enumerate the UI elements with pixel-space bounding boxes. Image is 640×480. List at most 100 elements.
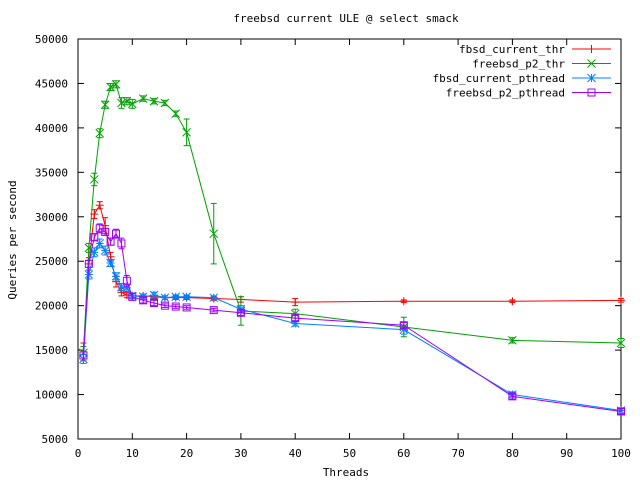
x-tick: 70 [451,39,465,460]
x-tick: 40 [289,39,302,460]
error-bar [237,309,244,316]
data-point [149,96,159,106]
data-point [122,291,131,299]
data-point [508,335,517,345]
data-point [117,239,126,248]
data-point [89,175,99,184]
x-tick-label: 60 [397,447,410,460]
data-point [100,100,110,110]
x-tick: 10 [126,39,139,460]
x-tick-label: 50 [343,447,356,460]
data-point [617,296,625,305]
y-tick: 20000 [35,300,621,313]
x-tick-label: 20 [180,447,193,460]
error-bar [210,307,217,313]
error-bar [183,305,190,310]
y-tick-label: 40000 [35,122,68,135]
data-point [101,227,110,236]
data-point [171,292,181,302]
series-freebsd_p2_pthread [79,223,625,416]
data-point [291,314,300,323]
data-point [95,128,105,138]
y-tick: 25000 [35,255,621,268]
data-point [291,298,300,307]
data-point [139,296,148,305]
x-tick: 80 [506,39,519,460]
y-tick-label: 50000 [35,33,68,46]
data-point [209,293,219,303]
data-point [160,98,170,108]
legend-item: freebsd_p2_thr [472,58,611,71]
error-bar [509,393,516,400]
data-point [112,229,121,238]
y-axis-label: Queries per second [6,180,19,299]
data-point [399,321,408,330]
error-bar [113,228,120,239]
data-point [182,127,191,137]
error-bar [151,299,158,307]
data-point [160,301,169,310]
data-point [100,246,110,255]
x-tick: 20 [180,39,193,460]
data-point [122,96,132,106]
data-point [106,82,115,92]
data-point [138,94,148,103]
legend-item: fbsd_current_pthread [433,72,611,85]
x-tick: 30 [234,39,248,460]
chart-title: freebsd current ULE @ select smack [233,12,459,25]
data-point [182,292,191,302]
legend-marker [587,45,596,53]
data-point [95,201,104,210]
y-tick-label: 35000 [35,166,68,179]
x-tick: 0 [75,39,82,460]
y-tick-label: 45000 [35,77,68,90]
data-point [171,109,181,119]
data-point [171,302,180,311]
data-point [209,306,218,315]
error-bar [161,303,168,308]
data-point [117,98,126,108]
data-point [122,276,131,285]
x-tick-label: 100 [611,447,631,460]
data-point [182,303,191,312]
data-point [160,293,170,303]
legend-label: freebsd_p2_thr [472,58,565,71]
data-point [128,292,137,301]
legend-marker [587,59,596,68]
x-tick-label: 40 [289,447,302,460]
data-point [290,309,300,319]
x-tick-label: 70 [451,447,464,460]
x-tick-label: 0 [75,447,82,460]
data-point [111,271,121,281]
legend-label: fbsd_current_thr [459,43,565,56]
y-tick-label: 25000 [35,255,68,268]
x-tick: 60 [397,39,410,460]
data-point [616,338,626,348]
legend-label: fbsd_current_pthread [433,72,565,85]
data-point [84,259,93,268]
y-tick: 35000 [35,166,621,179]
data-point [399,297,408,306]
data-point [150,299,159,307]
data-point [508,297,517,306]
data-point [106,258,115,268]
legend-item: freebsd_p2_pthread [446,87,611,100]
data-point [111,79,121,89]
legend-label: freebsd_p2_pthread [446,87,565,100]
data-point [209,229,219,239]
y-tick-label: 5000 [42,433,69,446]
x-tick-label: 80 [506,447,519,460]
y-tick-label: 15000 [35,344,68,357]
x-axis-label: Threads [323,466,369,479]
y-tick: 5000 [42,433,621,446]
x-tick-label: 30 [234,447,247,460]
data-point [106,237,115,246]
legend: fbsd_current_thr freebsd_p2_thrfbsd_curre… [433,43,611,100]
error-bar [618,408,624,415]
data-point [617,407,625,416]
y-tick: 30000 [35,211,621,224]
data-point [95,239,105,248]
data-point [127,99,137,109]
error-bar [400,322,407,329]
data-point [90,233,99,242]
